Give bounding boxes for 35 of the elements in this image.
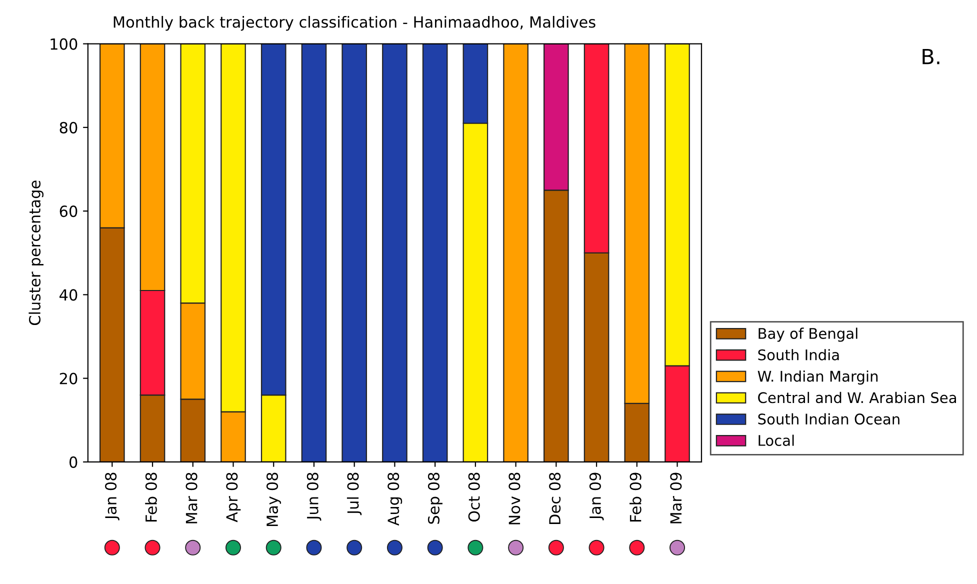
x-tick-label: May 08 [266, 472, 282, 526]
y-tick-label: 0 [69, 456, 78, 468]
x-tick-label: Mar 09 [670, 472, 682, 524]
x-tick-label: Oct 08 [468, 472, 480, 522]
bar [382, 44, 408, 462]
x-tick-label: Nov 08 [508, 472, 520, 524]
x-tick-label: Feb 09 [630, 472, 642, 522]
x-tick-label: Aug 08 [388, 472, 402, 526]
legend-label: Central and W. Arabian Sea [758, 392, 956, 404]
y-tick-label: 80 [60, 122, 78, 134]
y-axis-title: Cluster percentage [28, 180, 44, 326]
chart-title: Monthly back trajectory classification - Hanimaadhoo, Maldives [114, 16, 596, 31]
x-tick-label: Sep 08 [428, 472, 442, 524]
legend-label: W. Indian Margin [758, 370, 878, 385]
text: B. [922, 48, 940, 64]
legend-label: Local [758, 434, 794, 446]
x-tick-label: Apr 08 [226, 472, 241, 522]
legend-label: Bay of Bengal [758, 328, 858, 342]
y-tick-label: 60 [60, 206, 78, 218]
y-tick-label: 20 [60, 372, 78, 384]
x-tick-label: Dec 08 [549, 472, 561, 524]
y-tick-label: 40 [60, 289, 78, 301]
x-tick-label: Jan 09 [589, 472, 604, 520]
bar [342, 44, 368, 462]
legend-label: South Indian Ocean [758, 413, 900, 425]
legend-label: South India [758, 349, 839, 360]
bar [503, 44, 528, 462]
x-tick-label: Jun 08 [306, 472, 322, 521]
bar [301, 44, 327, 462]
x-tick-label: Jul 08 [346, 472, 362, 516]
bar [422, 44, 448, 462]
y-tick-label: 100 [50, 38, 78, 50]
x-tick-label: Feb 08 [145, 472, 157, 522]
x-tick-label: Jan 08 [105, 472, 120, 520]
x-tick-label: Mar 08 [186, 472, 198, 524]
